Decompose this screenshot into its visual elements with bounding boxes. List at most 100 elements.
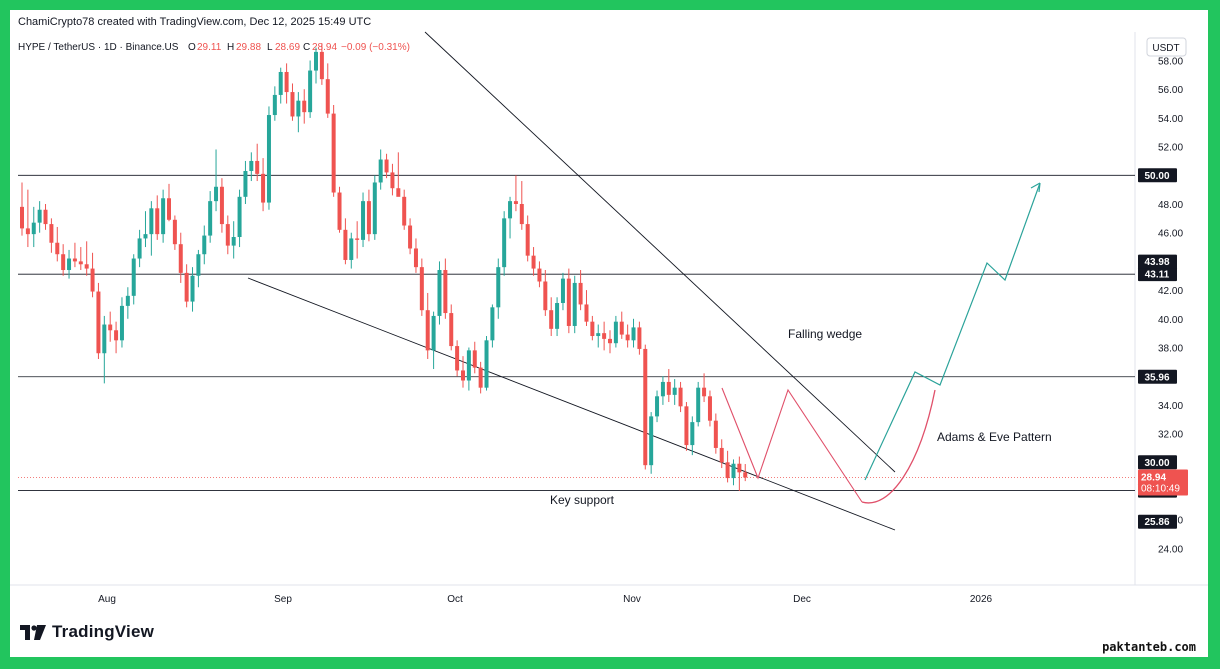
candle-body <box>20 206 24 229</box>
current-price-label: 28.94 <box>1141 473 1166 484</box>
candle-body <box>672 387 677 395</box>
candle-body <box>237 196 242 238</box>
wedge-trendlines <box>247 31 896 531</box>
candle-body <box>114 330 119 341</box>
candle-body <box>590 321 595 337</box>
y-tick-label: 34.00 <box>1158 401 1183 412</box>
candle-body <box>266 115 271 203</box>
candle-body <box>719 447 724 463</box>
currency-box[interactable] <box>1146 37 1187 57</box>
candle-body <box>219 186 224 225</box>
candle-body <box>149 208 154 235</box>
tradingview-logo: TradingView <box>20 622 154 642</box>
marker-price-label: 25.86 <box>1144 517 1169 528</box>
candle-body <box>555 303 560 329</box>
candle-body <box>525 224 530 256</box>
candle-body <box>172 219 177 245</box>
candle-body <box>108 324 113 331</box>
chart-credit: ChamiCrypto78 created with TradingView.c… <box>18 16 372 28</box>
candle-body <box>637 327 642 349</box>
candle-body <box>537 268 542 282</box>
candle-body <box>84 264 89 269</box>
candle-body <box>437 270 442 316</box>
candle-body <box>43 209 48 225</box>
candle-body <box>425 310 430 351</box>
candle-body <box>55 242 60 255</box>
candle-body <box>337 192 342 230</box>
candle-body <box>649 416 654 466</box>
candle-body <box>408 225 413 249</box>
candle-body <box>696 387 701 423</box>
candle-body <box>214 186 219 202</box>
y-tick-label: 42.00 <box>1158 286 1183 297</box>
price-chart[interactable]: HYPE / TetherUS · 1D · Binance.US O 29.1… <box>10 10 1208 610</box>
candle-body <box>678 387 683 407</box>
level-price-label: 50.00 <box>1144 171 1169 182</box>
x-tick-label: Aug <box>98 594 116 605</box>
candle-body <box>125 295 130 306</box>
candle-body <box>613 321 618 344</box>
candle-body <box>737 463 742 473</box>
level-price-label-bg <box>1138 369 1177 384</box>
level-price-label: 43.11 <box>1145 270 1170 281</box>
x-tick-label: Dec <box>793 594 811 605</box>
candle-body <box>319 51 324 80</box>
candle-body <box>137 238 142 259</box>
falling-wedge-label: Falling wedge <box>788 327 862 341</box>
y-tick-label: 40.00 <box>1158 315 1183 326</box>
countdown-label: 08:10:49 <box>1141 484 1180 495</box>
open-value: 29.11 <box>197 42 222 53</box>
tradingview-logo-text: TradingView <box>52 622 155 641</box>
x-tick-label: 2026 <box>970 594 993 605</box>
candle-body <box>361 201 366 240</box>
marker-price-label-bg <box>1138 514 1177 529</box>
candle-body <box>155 208 160 235</box>
candle-body <box>308 70 313 113</box>
upper-wedge-line <box>424 31 896 473</box>
marker-price-label: 30.00 <box>1144 458 1169 469</box>
adam-pattern-line <box>721 387 863 503</box>
y-tick-label: 52.00 <box>1158 143 1183 154</box>
candle-body <box>602 333 607 339</box>
candle-body <box>519 204 524 225</box>
x-tick-label: Sep <box>274 594 292 605</box>
candle-body <box>472 350 477 368</box>
projection-arrowhead <box>1030 182 1041 193</box>
candle-body <box>184 272 189 302</box>
change-value: −0.09 (−0.31%) <box>341 42 410 53</box>
candle-body <box>449 313 454 347</box>
level-price-label-bg <box>1138 168 1177 183</box>
candle-body <box>402 196 407 226</box>
candle-body <box>713 420 718 448</box>
candle-body <box>284 71 289 93</box>
candle-body <box>331 113 336 193</box>
candle-body <box>496 267 501 308</box>
y-tick-label: 56.00 <box>1158 85 1183 96</box>
candle-body <box>484 340 489 388</box>
candle-body <box>490 307 495 341</box>
marker-price-label: 43.98 <box>1144 257 1169 268</box>
y-tick-label: 54.00 <box>1158 114 1183 125</box>
lower-wedge-line <box>247 277 896 531</box>
candlesticks <box>20 43 748 491</box>
candle-body <box>378 159 383 183</box>
candle-body <box>325 79 330 114</box>
candle-body <box>502 218 507 268</box>
candle-body <box>61 254 66 271</box>
candle-body <box>25 228 30 235</box>
candle-body <box>596 333 601 337</box>
candle-body <box>619 321 624 335</box>
candle-body <box>372 182 377 235</box>
candle-body <box>255 160 260 174</box>
candle-body <box>396 188 401 197</box>
level-price-label: 35.96 <box>1144 372 1169 383</box>
candle-body <box>208 201 213 236</box>
close-value: 28.94 <box>312 42 337 53</box>
candle-body <box>67 258 72 271</box>
candle-body <box>578 282 583 305</box>
key-support-label: Key support <box>550 493 615 507</box>
open-label: O <box>188 42 196 53</box>
current-price-label-bg <box>1138 469 1188 496</box>
projection-path <box>864 182 1041 481</box>
candle-body <box>560 278 565 304</box>
